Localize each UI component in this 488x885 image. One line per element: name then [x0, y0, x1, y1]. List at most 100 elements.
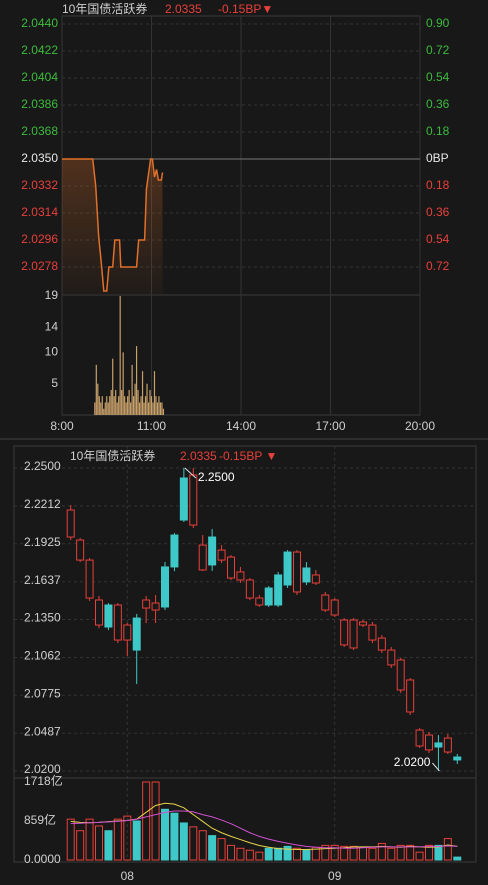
- volume-bar: [94, 402, 96, 415]
- candle-body: [95, 599, 103, 626]
- volume-bar: [95, 825, 103, 861]
- candle-body: [161, 566, 169, 608]
- y-tick-label: 2.0314: [21, 205, 58, 219]
- volume-bar: [153, 371, 156, 415]
- volume-bar: [264, 847, 273, 861]
- volume-bar: [116, 402, 118, 415]
- y2-tick-label: 0.18: [426, 124, 450, 138]
- candle-body: [387, 649, 396, 666]
- price: 2.0335: [165, 2, 202, 16]
- volume-bar: [124, 396, 126, 415]
- volume-bar: [130, 402, 132, 415]
- y2-tick-label: 0.54: [426, 70, 450, 84]
- volume-bar: [104, 830, 113, 861]
- title: 10年国债活跃券: [70, 448, 155, 463]
- candle-body: [198, 544, 207, 571]
- volume-bar: [137, 389, 139, 415]
- volume-bar: [123, 815, 132, 861]
- price: 2.0335: [180, 449, 217, 463]
- volume-bar: [152, 402, 154, 415]
- volume-bar: [140, 396, 142, 415]
- y-tick-label: 2.0404: [21, 70, 58, 84]
- volume-bar: [122, 352, 124, 415]
- price-line: [62, 158, 164, 292]
- volume-bar: [143, 402, 145, 415]
- volume-bar: [162, 408, 165, 415]
- y2-tick-label: 0.90: [426, 16, 450, 30]
- candle-body: [283, 551, 292, 586]
- y-tick-label: 2.1925: [24, 535, 61, 549]
- y-tick-label: 2.0278: [21, 259, 58, 273]
- candle-body: [142, 599, 151, 609]
- volume-bar: [110, 389, 112, 415]
- candle-body: [151, 602, 160, 611]
- change: -0.15BP ▼: [219, 449, 277, 463]
- y-tick-label: 2.0368: [21, 124, 58, 138]
- y-tick-label: 2.1637: [24, 573, 61, 587]
- volume-bar: [113, 396, 115, 415]
- volume-bar: [138, 402, 141, 415]
- y-tick-label: 1718亿: [24, 773, 63, 788]
- y-tick-label: 2.0386: [21, 97, 58, 111]
- volume-bar: [155, 396, 157, 415]
- candle-body: [123, 624, 132, 641]
- volume-bar: [340, 845, 349, 861]
- y-tick-label: 2.1062: [24, 649, 61, 663]
- volume-bar: [113, 818, 122, 861]
- title: 10年国债活跃券: [62, 1, 147, 16]
- candle-body: [359, 621, 367, 626]
- y-tick-label: 10: [45, 345, 59, 359]
- y-tick-label: 2.0296: [21, 232, 58, 246]
- volume-bar: [95, 364, 97, 415]
- y-tick-label: 2.1350: [24, 611, 61, 625]
- volume-bar: [161, 402, 163, 415]
- volume-bar: [170, 812, 179, 861]
- y-tick-label: 2.0200: [24, 762, 61, 776]
- candle-body: [227, 556, 235, 579]
- y-tick-label: 5: [51, 376, 58, 390]
- volume-bar: [127, 396, 129, 415]
- annotation-arrow: [184, 467, 197, 479]
- y2-tick-label: 0.72: [426, 43, 450, 57]
- candle-body: [208, 536, 217, 566]
- y-tick-label: 2.0440: [21, 16, 58, 30]
- y2-tick-label: 0.72: [426, 259, 450, 273]
- candle-body: [302, 567, 311, 583]
- volume-bar: [134, 383, 136, 415]
- volume-bar: [132, 820, 141, 861]
- y2-tick-label: 0.36: [426, 97, 450, 111]
- volume-bar: [255, 851, 264, 861]
- volume-bar: [302, 849, 311, 861]
- y-tick-label: 2.0350: [21, 151, 58, 165]
- change: -0.15BP▼: [218, 2, 273, 16]
- candle-body: [396, 659, 405, 691]
- volume-bar: [118, 396, 120, 415]
- candle-body: [76, 539, 85, 561]
- candle-body: [274, 574, 283, 606]
- candle-body: [104, 604, 113, 628]
- volume-bar: [443, 838, 452, 861]
- candle-body: [85, 559, 94, 599]
- y2-tick-label: 0.18: [426, 178, 450, 192]
- volume-bar: [125, 402, 127, 415]
- y-tick-label: 859亿: [24, 812, 56, 827]
- y-tick-label: 14: [45, 319, 59, 333]
- candle-body: [293, 551, 301, 593]
- candle-body: [217, 549, 226, 561]
- volume-bar: [144, 396, 147, 415]
- volume-bar: [142, 781, 151, 861]
- volume-bar: [115, 389, 117, 415]
- volume-bar: [135, 346, 138, 415]
- daily-frame: [13, 445, 477, 863]
- volume-bar: [368, 847, 377, 861]
- x-tick-label: 20:00: [405, 419, 435, 433]
- volume-bar: [103, 408, 105, 415]
- y-tick-label: 2.0332: [21, 178, 58, 192]
- volume-bar: [415, 851, 424, 861]
- volume-bar: [112, 358, 114, 415]
- candle-body: [349, 619, 358, 649]
- volume-bar: [121, 389, 123, 415]
- volume-bar: [158, 396, 160, 415]
